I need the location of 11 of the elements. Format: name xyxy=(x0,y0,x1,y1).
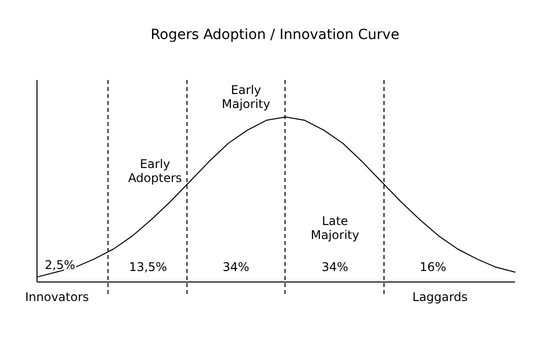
chart-title: Rogers Adoption / Innovation Curve xyxy=(150,27,400,43)
annotation: 2,5% xyxy=(44,258,76,272)
text: Innovators xyxy=(25,290,89,304)
annotation: 34% xyxy=(322,260,348,274)
text: Laggards xyxy=(412,290,468,304)
annotation: 16% xyxy=(420,260,446,274)
annotation: Early Adopters xyxy=(128,157,182,186)
annotation: 34% xyxy=(222,260,250,274)
text: Early Majority xyxy=(222,83,270,112)
annotation: Late Majority xyxy=(310,214,360,242)
annotation: 13,5% xyxy=(128,260,168,274)
